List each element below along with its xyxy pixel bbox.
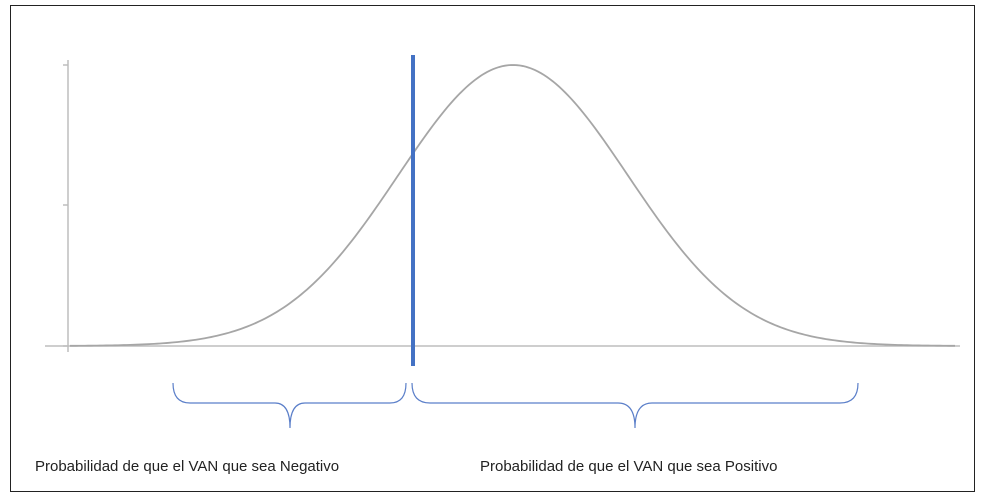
frame (10, 5, 975, 492)
label-positive: Probabilidad de que el VAN que sea Posit… (480, 458, 777, 475)
normal-curve (69, 64, 956, 347)
brace-negative (172, 382, 407, 429)
label-negative: Probabilidad de que el VAN que sea Negat… (35, 458, 339, 475)
brace-positive (411, 382, 859, 429)
